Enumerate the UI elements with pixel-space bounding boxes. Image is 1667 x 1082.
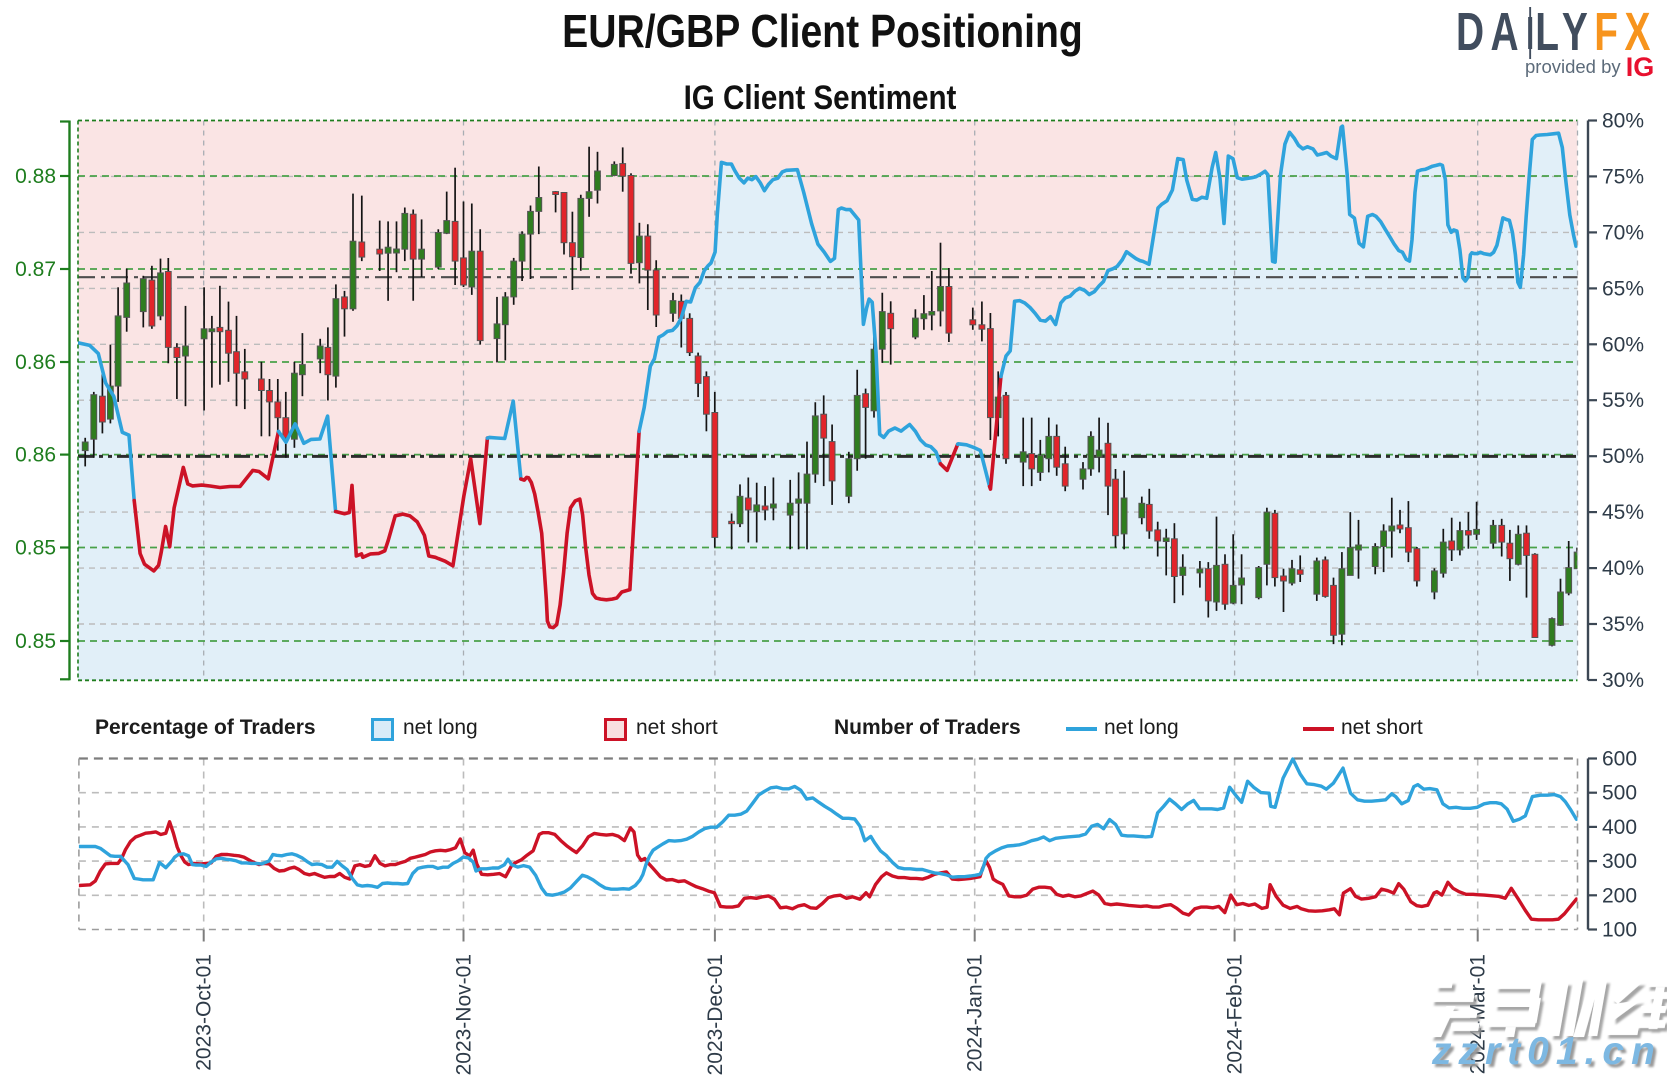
svg-text:2023-Oct-01: 2023-Oct-01 — [193, 954, 216, 1071]
svg-text:45%: 45% — [1602, 501, 1644, 524]
svg-text:50%: 50% — [1602, 445, 1644, 468]
svg-text:0.87: 0.87 — [15, 258, 56, 281]
svg-text:0.85: 0.85 — [15, 630, 56, 653]
svg-text:2024-Jan-01: 2024-Jan-01 — [964, 954, 987, 1072]
svg-text:35%: 35% — [1602, 613, 1644, 636]
svg-text:2023-Nov-01: 2023-Nov-01 — [453, 954, 476, 1075]
svg-text:400: 400 — [1602, 816, 1637, 839]
svg-text:2024-Feb-01: 2024-Feb-01 — [1224, 954, 1247, 1074]
svg-text:100: 100 — [1602, 919, 1637, 942]
svg-text:500: 500 — [1602, 782, 1637, 805]
svg-text:75%: 75% — [1602, 165, 1644, 188]
svg-text:300: 300 — [1602, 850, 1637, 873]
svg-text:2023-Dec-01: 2023-Dec-01 — [704, 954, 727, 1075]
svg-text:60%: 60% — [1602, 333, 1644, 356]
svg-text:55%: 55% — [1602, 389, 1644, 412]
svg-text:200: 200 — [1602, 884, 1637, 907]
svg-text:600: 600 — [1602, 748, 1637, 771]
svg-text:0.85: 0.85 — [15, 537, 56, 560]
svg-text:2024-Mar-01: 2024-Mar-01 — [1467, 954, 1490, 1074]
svg-text:40%: 40% — [1602, 557, 1644, 580]
svg-text:70%: 70% — [1602, 221, 1644, 244]
svg-text:30%: 30% — [1602, 669, 1644, 692]
svg-text:0.86: 0.86 — [15, 444, 56, 467]
svg-text:0.88: 0.88 — [15, 165, 56, 188]
svg-text:0.86: 0.86 — [15, 351, 56, 374]
svg-text:65%: 65% — [1602, 277, 1644, 300]
svg-text:80%: 80% — [1602, 110, 1644, 133]
